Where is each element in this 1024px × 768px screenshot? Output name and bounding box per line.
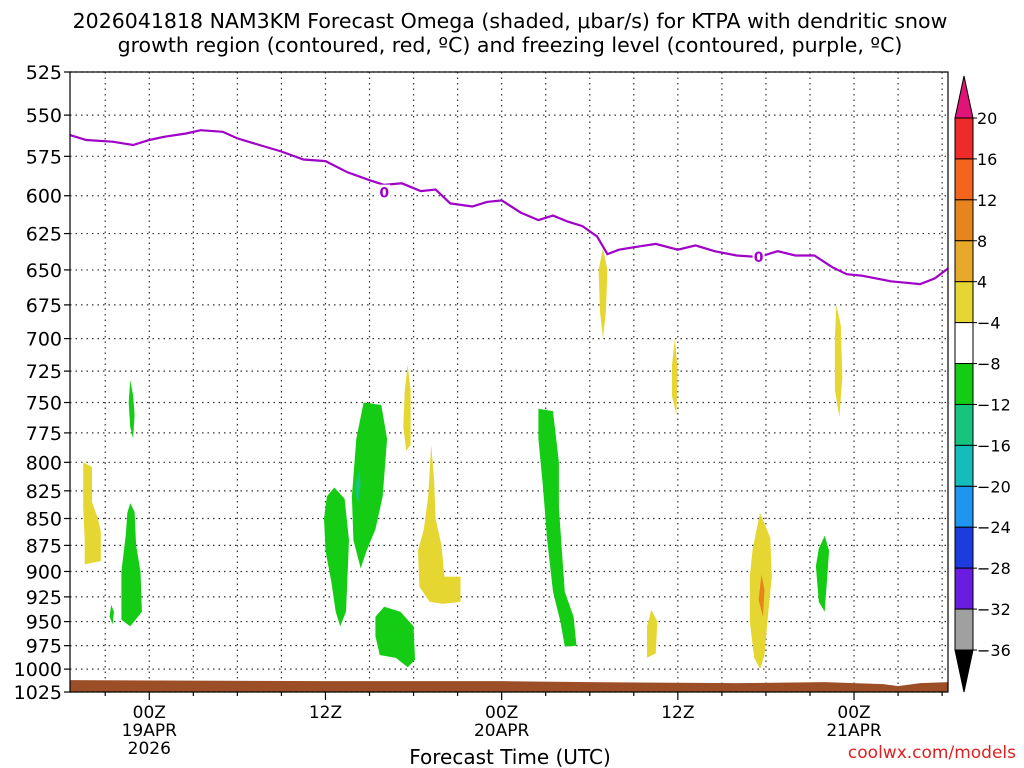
colorbar-segment <box>954 322 974 365</box>
omega-region <box>403 364 411 451</box>
colorbar-label: −36 <box>977 641 1011 660</box>
colorbar-label: 12 <box>977 191 997 210</box>
colorbar-bottom-arrow <box>954 649 974 693</box>
omega-region <box>128 380 135 439</box>
omega-region <box>324 487 349 627</box>
y-tick-label: 850 <box>26 509 62 531</box>
colorbar-segment <box>954 444 974 487</box>
colorbar-segment <box>954 158 974 201</box>
y-tick-label: 975 <box>26 636 62 658</box>
omega-region <box>538 408 577 647</box>
colorbar-segment <box>954 567 974 610</box>
omega-region <box>109 604 114 625</box>
chart-title-line1: 2026041818 NAM3KM Forecast Omega (shaded… <box>73 9 948 33</box>
omega-region <box>418 444 461 604</box>
colorbar-segment <box>954 199 974 242</box>
colorbar-label: −8 <box>977 355 1001 374</box>
y-tick-label: 650 <box>26 260 62 282</box>
colorbar-label: −4 <box>977 314 1001 333</box>
y-tick-label: 550 <box>26 105 62 127</box>
y-tick-label: 625 <box>26 224 62 246</box>
y-tick-label: 675 <box>26 295 62 317</box>
x-tick-date: 20APR <box>474 721 530 741</box>
plot-frame <box>69 71 949 693</box>
y-tick-label: 925 <box>26 587 62 609</box>
y-tick-label: 800 <box>26 452 62 474</box>
x-axis-label: Forecast Time (UTC) <box>409 745 611 768</box>
freezing-level-label-bg <box>752 248 765 263</box>
colorbar-label: −20 <box>977 477 1011 496</box>
colorbar-legend: 20 16 12 8 4 −4 −8 −12 −16 −20 −24 −28 −32 −36 <box>954 75 1011 693</box>
y-tick-label: 725 <box>26 361 62 383</box>
y-tick-label: 900 <box>26 561 62 583</box>
colorbar-segment <box>954 485 974 528</box>
omega-region <box>351 402 388 569</box>
y-tick-label: 950 <box>26 612 62 634</box>
colorbar-segment <box>954 608 974 651</box>
colorbar-label: 4 <box>977 273 987 292</box>
x-tick-label: 12Z <box>309 703 342 723</box>
colorbar-label: −16 <box>977 436 1011 455</box>
x-tick-label: 00Z <box>837 703 870 723</box>
y-axis: 525 550 575 600 625 650 675 700 725 750 775 800 825 8… <box>14 62 70 704</box>
ground-surface <box>70 680 948 692</box>
x-tick-label: 12Z <box>661 703 694 723</box>
omega-region <box>647 609 658 658</box>
colorbar-top-arrow <box>954 75 974 119</box>
colorbar-label: −32 <box>977 600 1011 619</box>
omega-region <box>83 462 101 565</box>
y-tick-label: 1025 <box>14 682 62 704</box>
omega-region <box>598 248 608 339</box>
freezing-level-label: 0 <box>379 186 389 202</box>
y-tick-label: 825 <box>26 481 62 503</box>
freezing-level-label: 0 <box>754 250 764 266</box>
omega-region <box>121 503 142 627</box>
colorbar-label: −12 <box>977 395 1011 414</box>
y-tick-label: 700 <box>26 329 62 351</box>
x-tick-year: 2026 <box>128 739 171 759</box>
credit-text: coolwx.com/models <box>848 743 1016 763</box>
colorbar-segment <box>954 240 974 283</box>
x-tick-date: 19APR <box>122 721 178 741</box>
colorbar-segment <box>954 403 974 446</box>
y-tick-label: 575 <box>26 146 62 168</box>
omega-region <box>758 574 765 617</box>
colorbar-label: 8 <box>977 232 987 251</box>
colorbar-label: 16 <box>977 150 997 169</box>
colorbar-segment <box>954 281 974 324</box>
x-tick-label: 00Z <box>133 703 166 723</box>
omega-region <box>834 304 843 418</box>
y-tick-label: 1000 <box>14 659 62 681</box>
y-tick-label: 875 <box>26 535 62 557</box>
colorbar-label: −24 <box>977 518 1011 537</box>
x-tick-date: 21APR <box>826 721 882 741</box>
colorbar-segment <box>954 117 974 160</box>
colorbar-label: 20 <box>977 109 997 128</box>
plot-area: 00 <box>69 71 949 693</box>
chart-title-line2: growth region (contoured, red, ºC) and f… <box>118 33 903 57</box>
y-tick-label: 775 <box>26 423 62 445</box>
y-tick-label: 525 <box>26 62 62 84</box>
colorbar-segment <box>954 526 974 569</box>
colorbar-label: −28 <box>977 559 1011 578</box>
omega-region <box>354 469 361 506</box>
x-tick-label: 00Z <box>485 703 518 723</box>
omega-region <box>815 535 830 612</box>
freezing-level-line <box>69 129 949 286</box>
colorbar-segment <box>954 363 974 405</box>
freezing-level-label-bg <box>378 184 391 199</box>
y-tick-label: 600 <box>26 186 62 208</box>
omega-region <box>375 606 415 668</box>
omega-region <box>672 338 678 415</box>
y-tick-label: 750 <box>26 393 62 415</box>
